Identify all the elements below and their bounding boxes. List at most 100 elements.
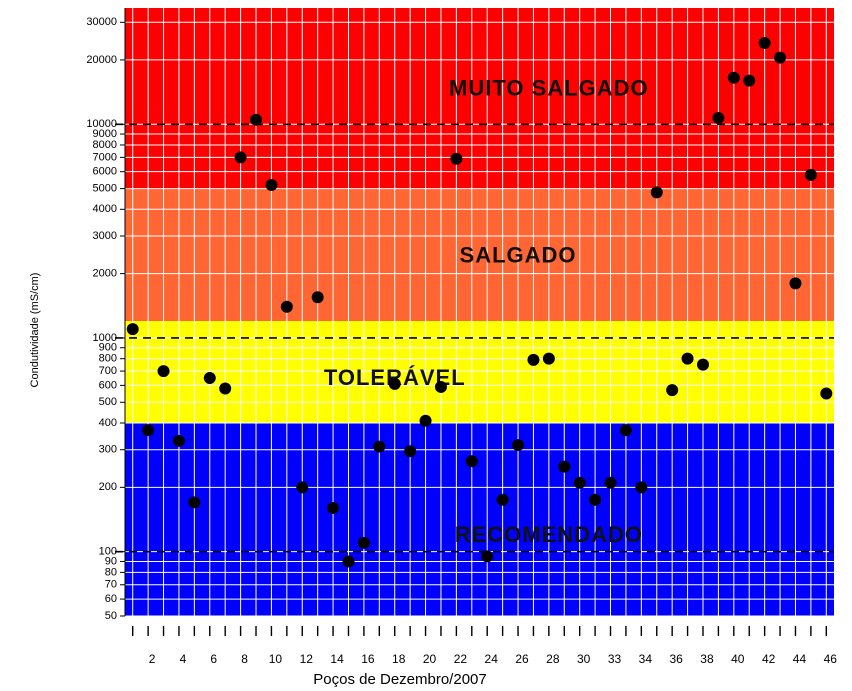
- data-point: [558, 460, 571, 473]
- x-axis-title: Poços de Dezembro/2007: [313, 671, 486, 688]
- y-tick-label: 60: [105, 593, 117, 605]
- x-tick-label: 8: [241, 652, 248, 666]
- y-tick-label: 30000: [86, 16, 117, 28]
- data-point: [142, 424, 155, 437]
- data-point: [250, 113, 263, 126]
- x-tick-label: 30: [577, 652, 591, 666]
- data-point: [327, 502, 340, 515]
- data-point: [404, 445, 417, 458]
- x-tick-label: 40: [731, 652, 745, 666]
- y-tick-label: 200: [99, 481, 117, 493]
- data-point: [712, 111, 725, 124]
- y-tick-label: 6000: [93, 166, 117, 178]
- y-tick-label: 2000: [93, 268, 117, 280]
- x-tick-label: 36: [669, 652, 683, 666]
- data-point: [758, 37, 771, 50]
- data-points: [126, 37, 833, 568]
- data-point: [311, 291, 324, 304]
- y-tick-label: 90: [105, 555, 117, 567]
- data-point: [481, 550, 494, 563]
- data-point: [496, 493, 509, 506]
- x-tick-label: 22: [454, 652, 468, 666]
- zone-label: SALGADO: [460, 243, 577, 268]
- data-point: [388, 377, 401, 390]
- data-point: [666, 384, 679, 397]
- data-point: [573, 476, 586, 489]
- x-tick-label: 20: [423, 652, 437, 666]
- x-tick-label: 18: [392, 652, 406, 666]
- x-ticks: 2 4 6 8 10 12 14 16 18 20 22 24 26 28 30 33 34 36 38 40 42 44…: [132, 626, 838, 666]
- x-tick-label: 28: [546, 652, 560, 666]
- grid-lines: [125, 8, 834, 617]
- data-point: [296, 481, 309, 494]
- y-tick-label: 80: [105, 566, 117, 578]
- x-tick-label: 42: [762, 652, 776, 666]
- x-tick-label: 2: [149, 652, 156, 666]
- zone-band-toler-vel: [125, 321, 834, 424]
- data-point: [820, 387, 833, 400]
- y-tick-label: 1000: [93, 332, 117, 344]
- y-tick-label: 7000: [93, 151, 117, 163]
- x-tick-label: 16: [361, 652, 375, 666]
- data-point: [619, 424, 632, 437]
- y-tick-label: 20000: [86, 54, 117, 66]
- y-tick-label: 800: [99, 353, 117, 365]
- data-point: [219, 382, 232, 395]
- x-tick-label: 34: [639, 652, 653, 666]
- data-point: [681, 352, 694, 365]
- x-tick-label: 24: [485, 652, 499, 666]
- data-point: [589, 493, 602, 506]
- x-tick-label: 33: [608, 652, 622, 666]
- data-point: [789, 277, 802, 290]
- data-point: [342, 555, 355, 568]
- x-tick-label: 44: [793, 652, 807, 666]
- y-tick-label: 400: [99, 417, 117, 429]
- y-tick-label: 500: [99, 396, 117, 408]
- data-point: [265, 178, 278, 191]
- data-point: [188, 496, 201, 509]
- data-point: [373, 440, 386, 453]
- y-tick-label: 700: [99, 365, 117, 377]
- y-tick-label: 8000: [93, 139, 117, 151]
- x-tick-label: 26: [515, 652, 529, 666]
- data-point: [357, 536, 370, 549]
- data-point: [157, 365, 170, 378]
- y-tick-label: 600: [99, 379, 117, 391]
- y-tick-label: 3000: [93, 230, 117, 242]
- data-point: [542, 352, 555, 365]
- x-tick-label: 14: [330, 652, 344, 666]
- data-point: [604, 476, 617, 489]
- x-tick-label: 10: [269, 652, 283, 666]
- x-tick-label: 12: [300, 652, 314, 666]
- data-point: [465, 455, 478, 468]
- data-point: [434, 380, 447, 393]
- y-tick-label: 70: [105, 579, 117, 591]
- data-point: [280, 300, 293, 313]
- y-tick-label: 5000: [93, 183, 117, 195]
- data-point: [419, 414, 432, 427]
- data-point: [774, 51, 787, 64]
- y-tick-label: 50: [105, 610, 117, 622]
- y-tick-labels: 5060708090100200300400500600700800900100…: [86, 16, 125, 622]
- y-tick-label: 100: [99, 546, 117, 558]
- zone-bands: [125, 8, 834, 616]
- x-tick-label: 46: [824, 652, 838, 666]
- y-tick-label: 10000: [86, 118, 117, 130]
- zone-label: RECOMENDADO: [455, 522, 643, 547]
- zone-band-recomendado: [125, 423, 834, 616]
- data-point: [696, 358, 709, 371]
- y-tick-label: 4000: [93, 203, 117, 215]
- data-point: [804, 168, 817, 181]
- zone-band-salgado: [125, 188, 834, 322]
- x-tick-label: 6: [210, 652, 217, 666]
- data-point: [172, 434, 185, 447]
- data-point: [126, 323, 139, 336]
- data-point: [234, 151, 247, 164]
- y-axis-title: Condutividade (mS/cm): [29, 273, 41, 388]
- y-tick-label: 300: [99, 444, 117, 456]
- threshold-lines: [115, 123, 834, 553]
- zone-label: MUITO SALGADO: [449, 76, 649, 101]
- data-point: [727, 71, 740, 84]
- data-point: [635, 481, 648, 494]
